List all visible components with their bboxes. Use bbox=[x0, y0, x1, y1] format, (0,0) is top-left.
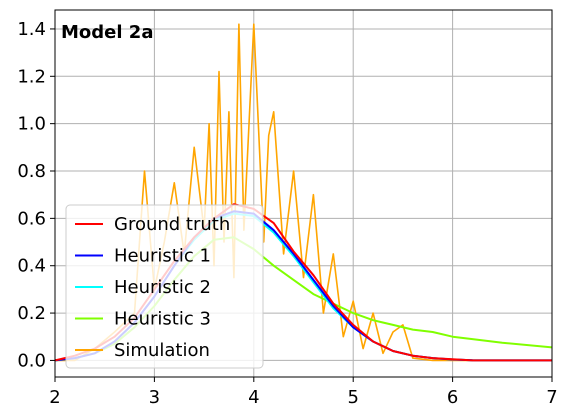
x-tick-label: 7 bbox=[546, 387, 557, 408]
x-tick-label: 3 bbox=[149, 387, 160, 408]
y-tick-label: 0.8 bbox=[17, 161, 46, 182]
x-tick-label: 2 bbox=[49, 387, 60, 408]
legend-box bbox=[65, 204, 264, 369]
x-tick-label: 4 bbox=[248, 387, 259, 408]
y-tick-label: 1.0 bbox=[17, 114, 46, 135]
y-tick-label: 0.6 bbox=[17, 208, 46, 229]
y-tick-label: 0.4 bbox=[17, 256, 46, 277]
legend: Ground truth Heuristic 1 Heuristic 2 Heuris… bbox=[65, 204, 264, 369]
y-tick-label: 1.2 bbox=[17, 66, 46, 87]
y-tick-label: 0.2 bbox=[17, 303, 46, 324]
chart-annotation: Model 2a bbox=[61, 22, 153, 43]
legend-label: Heuristic 1 bbox=[114, 246, 211, 267]
x-tick-label: 6 bbox=[447, 387, 458, 408]
ticks: 2 3 4 5 6 7 0.0 0.2 0.4 0.6 0.8 1.0 1.2 1.4 bbox=[17, 19, 557, 408]
legend-label: Ground truth bbox=[114, 214, 230, 235]
x-tick-label: 5 bbox=[347, 387, 358, 408]
legend-label: Heuristic 2 bbox=[114, 277, 211, 298]
legend-label: Simulation bbox=[114, 340, 210, 361]
plot-frame bbox=[54, 9, 553, 378]
y-tick-label: 0.0 bbox=[17, 350, 46, 371]
y-tick-label: 1.4 bbox=[17, 19, 46, 40]
legend-label: Heuristic 3 bbox=[114, 309, 211, 330]
